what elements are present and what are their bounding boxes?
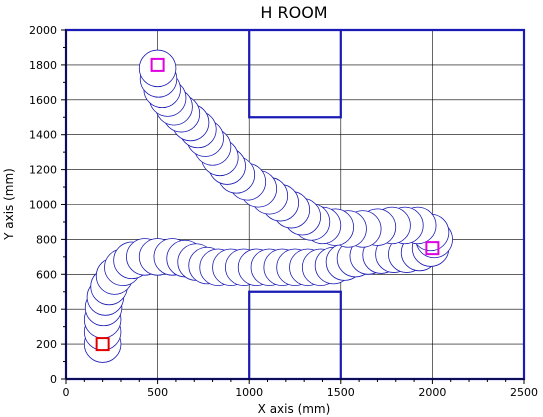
y-tick-label: 0	[50, 373, 57, 386]
x-tick-label: 1000	[235, 386, 263, 399]
y-axis-label: Y axis (mm)	[2, 168, 16, 241]
y-tick-label: 1400	[29, 129, 57, 142]
goal-marker	[150, 57, 165, 72]
goal-marker	[425, 241, 440, 256]
x-tick-label: 2000	[418, 386, 446, 399]
markers	[95, 57, 440, 352]
y-tick-label: 600	[36, 268, 57, 281]
y-tick-label: 1200	[29, 164, 57, 177]
x-tick-label: 1500	[327, 386, 355, 399]
y-tick-label: 200	[36, 338, 57, 351]
x-tick-label: 500	[147, 386, 168, 399]
y-tick-label: 1000	[29, 199, 57, 212]
y-tick-label: 400	[36, 303, 57, 316]
y-tick-label: 1600	[29, 94, 57, 107]
start-marker	[95, 337, 110, 352]
x-tick-label: 2500	[510, 386, 538, 399]
robot-path	[83, 49, 453, 363]
y-tick-label: 2000	[29, 24, 57, 37]
y-tick-label: 1800	[29, 59, 57, 72]
wall	[248, 30, 342, 119]
y-tick-label: 800	[36, 233, 57, 246]
axes: 0 500 1000 1500 2000 2500 0 200 400 600 800 1000 120…	[29, 24, 538, 399]
x-tick-label: 0	[63, 386, 70, 399]
x-axis-label: X axis (mm)	[258, 402, 331, 416]
chart-title: H ROOM	[260, 3, 327, 22]
path-point-circle	[138, 49, 177, 88]
wall	[248, 290, 342, 379]
